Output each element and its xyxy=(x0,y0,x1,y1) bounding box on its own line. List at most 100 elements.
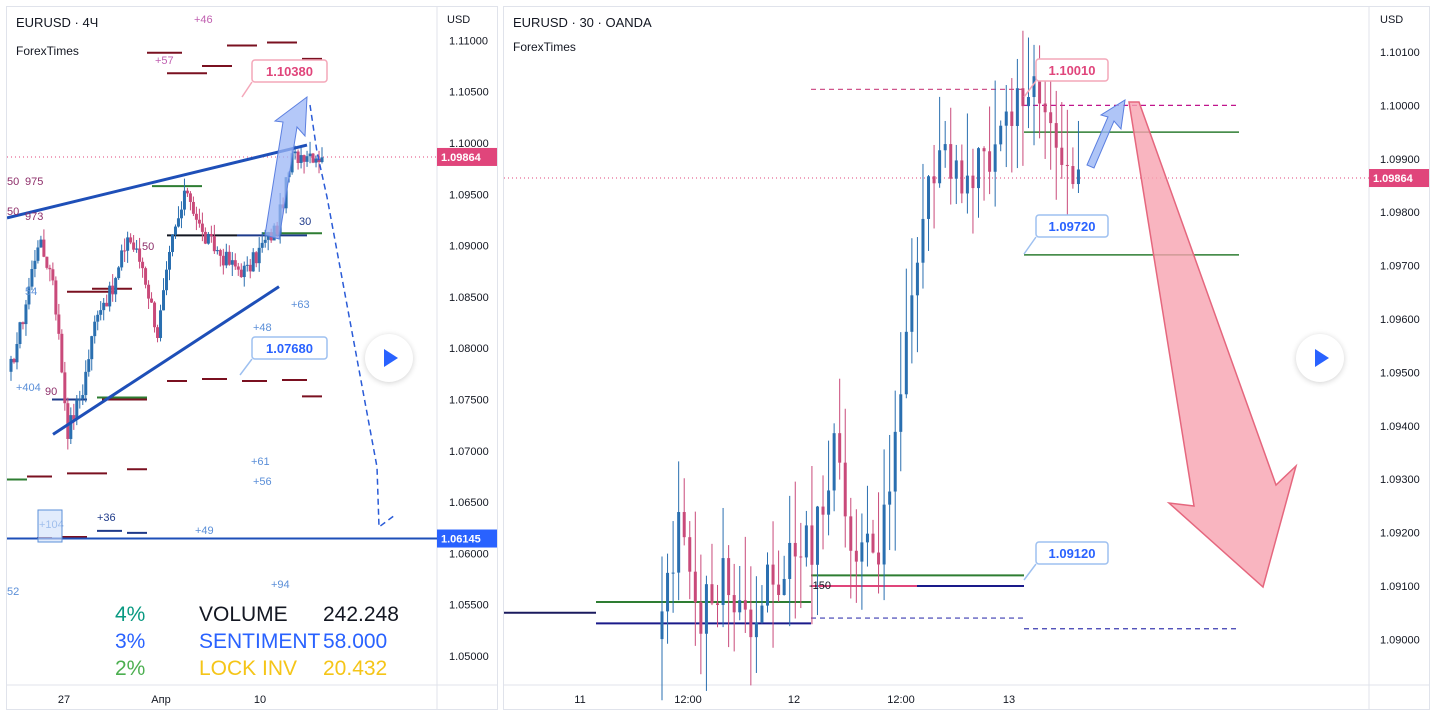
right-callout-mid-text: 1.09720 xyxy=(1049,219,1096,234)
right-candle xyxy=(771,564,775,585)
right-candle xyxy=(1076,169,1080,185)
right-callout-high-text: 1.10010 xyxy=(1049,63,1096,78)
right-candle xyxy=(949,144,953,179)
left-small-label: +94 xyxy=(271,579,290,591)
right-chart-source: ForexTimes xyxy=(513,40,576,54)
left-candle xyxy=(87,359,91,372)
right-candle xyxy=(699,602,703,634)
left-candle xyxy=(114,278,118,295)
left-price-tag-bg xyxy=(437,147,497,166)
left-candle xyxy=(90,336,94,360)
left-candle xyxy=(290,153,294,173)
left-candle xyxy=(150,298,154,303)
right-candle xyxy=(743,600,747,610)
left-chart-canvas[interactable]: USD 1.11000 1.10500 1.10000 1.09500 1.09000 1.… xyxy=(7,7,498,710)
right-candle xyxy=(1021,88,1025,107)
left-candle xyxy=(84,371,88,396)
left-y-tick: 1.06500 xyxy=(449,497,489,509)
left-candle xyxy=(57,314,61,334)
left-small-label: 975 xyxy=(25,176,43,188)
left-candle xyxy=(197,219,201,224)
right-candle xyxy=(915,262,919,296)
left-candle xyxy=(221,255,225,266)
left-chart-panel[interactable]: USD 1.11000 1.10500 1.10000 1.09500 1.09000 1.… xyxy=(6,6,498,710)
right-candle xyxy=(899,394,903,432)
right-candle xyxy=(721,558,725,605)
right-currency-label: USD xyxy=(1380,14,1403,26)
left-candle xyxy=(320,157,324,163)
right-candle xyxy=(749,609,753,638)
left-candle xyxy=(179,209,183,219)
right-y-tick: 1.09400 xyxy=(1380,421,1420,433)
left-candle xyxy=(117,267,121,279)
right-callout-high-pointer xyxy=(1023,80,1037,98)
right-candle xyxy=(788,542,792,579)
right-play-button[interactable] xyxy=(1296,334,1344,382)
right-candle xyxy=(738,600,742,613)
left-y-tick: 1.07500 xyxy=(449,395,489,407)
left-candle xyxy=(129,237,133,243)
left-candle xyxy=(251,252,255,272)
right-candle xyxy=(782,578,786,595)
right-chart-panel[interactable]: USD 1.10100 1.10000 1.09900 1.09800 1.09700 1.… xyxy=(503,6,1430,710)
left-candle xyxy=(203,231,207,244)
right-callout-mid-box xyxy=(1035,214,1109,238)
right-candle xyxy=(921,218,925,263)
left-candle xyxy=(188,193,192,202)
left-candle xyxy=(126,237,130,251)
right-callout-mid-pointer xyxy=(1023,236,1037,255)
left-y-tick: 1.05000 xyxy=(449,651,489,663)
left-play-button[interactable] xyxy=(365,334,413,382)
left-candle xyxy=(63,372,67,404)
left-candle xyxy=(108,285,112,307)
right-candle xyxy=(943,144,947,151)
left-candle xyxy=(147,284,151,299)
right-candle xyxy=(877,552,881,565)
left-price-tag-text: 1.09864 xyxy=(441,152,482,164)
right-candle xyxy=(854,550,858,562)
left-small-label: +61 xyxy=(251,456,270,468)
right-candle xyxy=(1038,76,1042,104)
left-y-tick: 1.09500 xyxy=(449,189,489,201)
left-up-arrow xyxy=(264,95,308,240)
left-candle xyxy=(60,333,64,373)
left-target-tag-text: 1.06145 xyxy=(441,534,481,546)
left-candle xyxy=(93,321,97,337)
right-candle xyxy=(1054,123,1058,148)
play-icon xyxy=(1315,349,1329,367)
right-candle xyxy=(1032,76,1036,98)
left-small-label: +46 xyxy=(194,14,213,26)
right-candle xyxy=(1010,111,1014,126)
lock-inv-value: 20.432 xyxy=(323,657,388,680)
right-y-tick: 1.10100 xyxy=(1380,47,1420,59)
left-y-tick: 1.06000 xyxy=(449,548,489,560)
right-candle xyxy=(815,506,819,565)
right-candle xyxy=(1060,147,1064,165)
right-candle xyxy=(804,525,808,558)
right-chart-title: EURUSD · 30 · OANDA xyxy=(513,15,652,30)
left-small-label: 90 xyxy=(45,386,57,398)
left-y-tick: 1.07000 xyxy=(449,446,489,458)
right-x-tick: 11 xyxy=(574,694,585,706)
left-x-tick: 10 xyxy=(254,694,266,706)
left-candle xyxy=(138,248,142,262)
right-candle xyxy=(760,605,764,623)
left-callout-high-text: 1.10380 xyxy=(266,64,313,79)
left-chart-source: ForexTimes xyxy=(16,44,79,58)
left-candle xyxy=(153,302,157,328)
left-candle xyxy=(81,395,85,399)
left-candle xyxy=(260,242,264,248)
right-price-tag-bg xyxy=(1369,169,1429,188)
left-candle xyxy=(42,239,46,257)
right-chart-canvas[interactable]: USD 1.10100 1.10000 1.09900 1.09800 1.09700 1.… xyxy=(504,7,1430,710)
right-y-tick: 1.09800 xyxy=(1380,207,1420,219)
lock-inv-pct: 2% xyxy=(115,657,146,680)
left-candle xyxy=(185,190,189,194)
left-small-label: 54 xyxy=(25,286,37,298)
right-x-tick: 12:00 xyxy=(674,694,702,706)
right-small-label: -150 xyxy=(809,580,831,592)
left-y-tick: 1.11000 xyxy=(449,35,488,47)
left-callout-low-box xyxy=(251,336,328,360)
left-small-label: 973 xyxy=(25,211,43,223)
right-candle xyxy=(732,595,736,613)
